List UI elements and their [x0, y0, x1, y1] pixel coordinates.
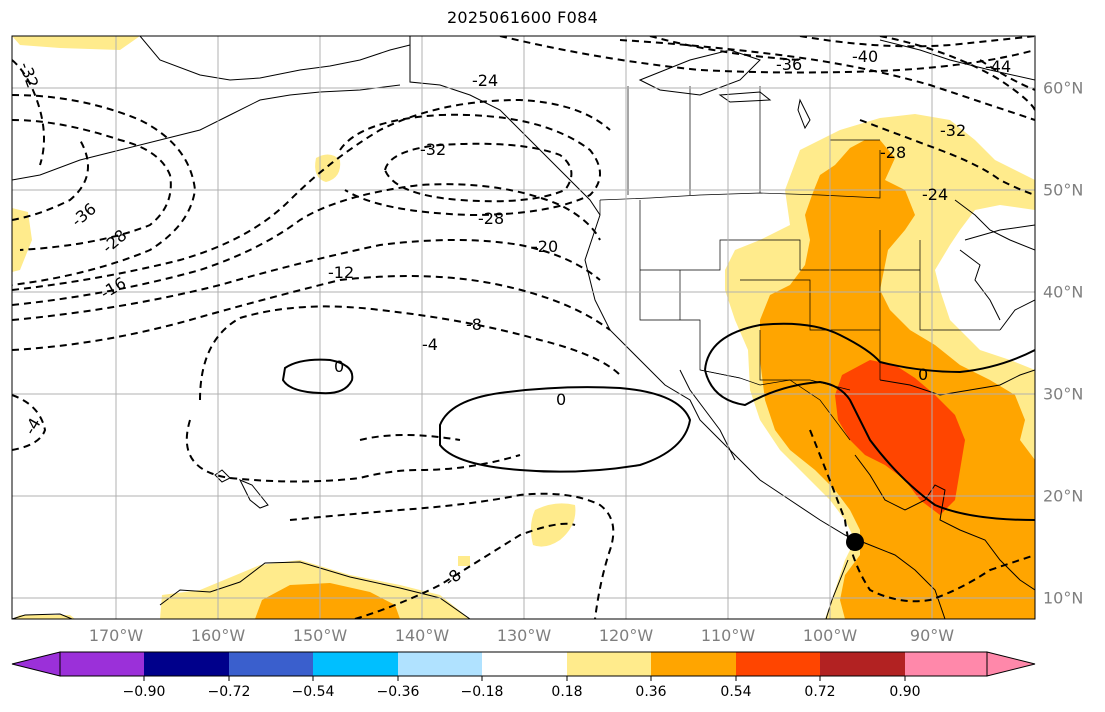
borders: [599, 86, 1000, 441]
lat-label: 30°N: [1043, 384, 1084, 404]
lon-label: 110°W: [700, 626, 756, 645]
colorbar-tick-label: 0.72: [804, 684, 836, 700]
contour-label: -40: [852, 47, 878, 66]
lat-label: 10°N: [1043, 588, 1084, 608]
contour-label: 0: [334, 357, 344, 376]
contour-label: 0: [556, 390, 566, 409]
colorbar-segment: [144, 652, 229, 676]
contour-label: -44: [985, 57, 1011, 76]
colorbar-segment: [820, 652, 905, 676]
colorbar-tick-label: −0.90: [122, 684, 166, 700]
colorbar-tick-label: 0.54: [720, 684, 752, 700]
lon-label: 100°W: [802, 626, 858, 645]
map-frame: [11, 35, 1036, 620]
contour-label: -32: [940, 121, 966, 140]
colorbar-tick-label: −0.18: [460, 684, 504, 700]
colorbar-tick-label: 0.90: [889, 684, 921, 700]
colorbar-segment: [60, 652, 144, 676]
contour-label: 0: [918, 365, 928, 384]
lat-label: 50°N: [1043, 180, 1084, 200]
colorbar-segment: [229, 652, 313, 676]
contour-label: -12: [328, 263, 354, 282]
graticule: [12, 36, 1035, 619]
lon-label: 130°W: [496, 626, 552, 645]
colorbar-segment: [567, 652, 651, 676]
lon-label: 160°W: [190, 626, 246, 645]
colorbar-segment: [736, 652, 820, 676]
colorbar-segment: [482, 652, 567, 676]
contour-label: -20: [532, 237, 558, 256]
lat-label: 40°N: [1043, 282, 1084, 302]
colorbar-max-extend: [986, 651, 1036, 677]
colorbar-segment: [313, 652, 398, 676]
storm-center-marker: [846, 533, 864, 551]
colorbar-segment: [398, 652, 482, 676]
colorbar-segment: [651, 652, 736, 676]
colorbar-tick-label: −0.54: [291, 684, 335, 700]
contour-label: -24: [922, 185, 948, 204]
contour-label: -4: [422, 335, 438, 354]
contours-negative: [12, 36, 1035, 619]
colorbar-segment: [905, 652, 987, 676]
contour-label: -24: [472, 71, 498, 90]
colorbar-tick-label: 0.36: [635, 684, 667, 700]
lon-label: 150°W: [292, 626, 348, 645]
colorbar-tick-label: −0.72: [207, 684, 251, 700]
contour-label: -28: [478, 209, 504, 228]
lon-label: 170°W: [88, 626, 144, 645]
contours-zero: [281, 322, 1035, 521]
colorbar-tick-label: −0.36: [376, 684, 420, 700]
lat-label: 20°N: [1043, 486, 1084, 506]
contour-label: -32: [420, 140, 446, 159]
contour-label: -8: [466, 315, 482, 334]
lon-label: 140°W: [394, 626, 450, 645]
contour-label: -36: [776, 55, 802, 74]
lat-label: 60°N: [1043, 78, 1084, 98]
colorbar-tick-label: 0.18: [551, 684, 583, 700]
lon-label: 90°W: [909, 626, 955, 645]
map-title: 2025061600 F084: [446, 8, 599, 27]
lon-label: 120°W: [598, 626, 654, 645]
contour-label: -28: [880, 143, 906, 162]
colorbar-min-extend: [11, 651, 61, 677]
colorbar: [11, 651, 1036, 681]
